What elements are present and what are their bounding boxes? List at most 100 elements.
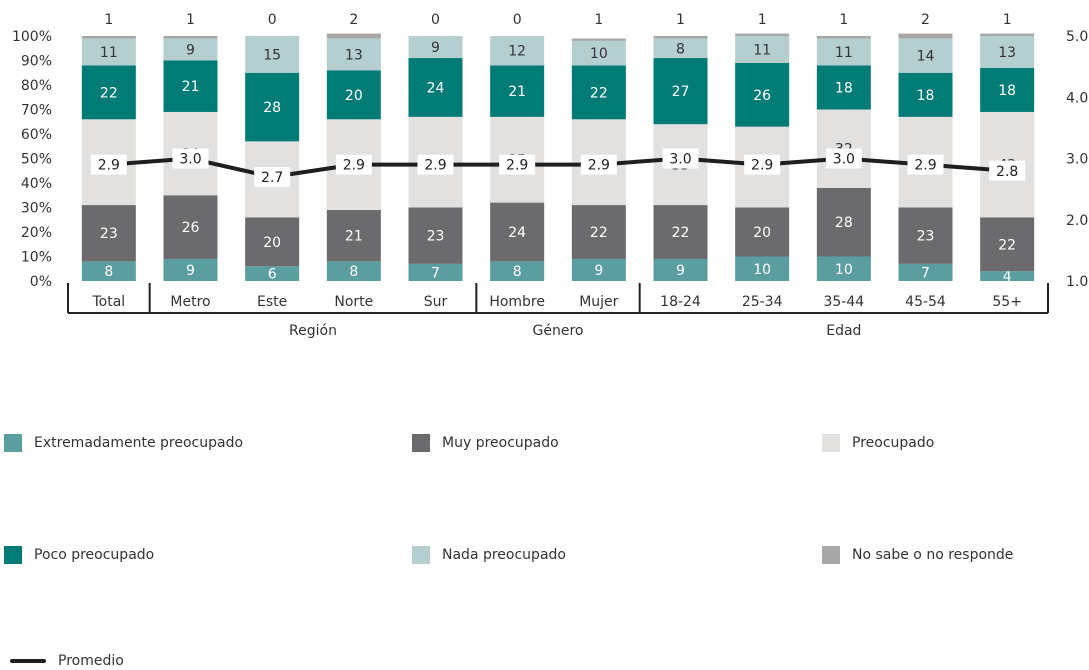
bar-segment: [163, 36, 218, 39]
bar-segment: [653, 58, 708, 125]
bar-segment: [571, 40, 626, 66]
average-label: 2.9: [751, 158, 773, 174]
bar-segment-label: 22: [998, 237, 1016, 253]
average-label: 2.9: [98, 158, 120, 174]
bar-segment: [163, 60, 218, 112]
bar-segment-label: 1: [186, 12, 195, 28]
y-left-tick-label: 20%: [21, 225, 52, 241]
bar-segment: [81, 261, 136, 281]
bar-segment-label: 24: [508, 225, 526, 241]
bar-segment: [81, 205, 136, 262]
bar-segment-label: 2: [921, 12, 930, 28]
y-right-tick-label: 5.0: [1066, 29, 1088, 45]
legend-label: Muy preocupado: [442, 435, 559, 451]
average-label-box: [662, 148, 699, 169]
bar-segment: [735, 207, 790, 257]
average-label: 2.9: [343, 158, 365, 174]
bar-segment-label: 1: [104, 12, 113, 28]
bar-segment-label: 26: [753, 88, 771, 104]
bar-segment-label: 26: [182, 220, 200, 236]
bar-segment-label: 18: [998, 83, 1016, 99]
bar-segment: [408, 207, 463, 264]
average-label: 2.9: [506, 158, 528, 174]
bar-segment-label: 21: [508, 84, 526, 100]
average-label-box: [907, 154, 944, 175]
average-label-box: [744, 154, 781, 175]
bar-segment-label: 4: [1003, 269, 1012, 285]
bar-segment-label: 1: [758, 12, 767, 28]
bar-segment-label: 0: [513, 12, 522, 28]
bar-segment: [408, 58, 463, 117]
legend-swatch: [822, 434, 840, 452]
bar-segment-label: 23: [917, 229, 935, 245]
bar-segment-label: 1: [594, 12, 603, 28]
category-label: 18-24: [660, 294, 701, 310]
bar-segment-label: 8: [104, 264, 113, 280]
bar-segment-label: 6: [268, 267, 277, 283]
y-right-tick-label: 3.0: [1066, 152, 1088, 168]
category-label: 55+: [992, 294, 1022, 310]
bar-segment: [81, 36, 136, 39]
average-label-box: [254, 166, 291, 187]
bar-segment-label: 1: [1003, 12, 1012, 28]
average-label-box: [335, 154, 372, 175]
bar-segment-label: 13: [998, 45, 1016, 61]
bar-segment-label: 15: [263, 47, 281, 63]
legend-swatch: [822, 546, 840, 564]
bar-segment-label: 0: [431, 12, 440, 28]
legend-swatch: [4, 546, 22, 564]
average-label-box: [580, 154, 617, 175]
bar-segment-label: 14: [917, 49, 935, 65]
bar-segment-label: 11: [835, 45, 853, 61]
bar-segment: [245, 36, 300, 73]
bar-segment-label: 8: [676, 41, 685, 57]
bar-segment: [980, 36, 1035, 68]
average-label: 2.7: [261, 170, 283, 186]
bar-segment-label: 24: [427, 80, 445, 96]
bar-segment-label: 22: [590, 225, 608, 241]
bar-segment-label: 20: [263, 235, 281, 251]
bar-segment: [735, 36, 790, 63]
bar-segment: [816, 187, 871, 257]
average-label: 3.0: [179, 152, 201, 168]
bar-segment-label: 18: [835, 80, 853, 96]
bar-segment: [898, 33, 953, 39]
legend-label: Preocupado: [852, 435, 935, 451]
y-left-tick-label: 40%: [21, 176, 52, 192]
bar-segment: [408, 36, 463, 59]
bar-segment-label: 11: [100, 45, 118, 61]
bar-segment: [980, 67, 1035, 112]
category-label: Metro: [170, 294, 210, 310]
bar-segment: [735, 256, 790, 281]
group-label: Género: [533, 323, 584, 339]
bar-segment: [245, 266, 300, 281]
average-label-box: [90, 154, 127, 175]
bar-segment-label: 18: [917, 88, 935, 104]
bar-segment-label: 21: [345, 229, 363, 245]
bar-segment-label: 27: [672, 84, 690, 100]
legend-item-average: Promedio: [10, 653, 124, 669]
bar-segment: [816, 256, 871, 281]
legend-swatch: [412, 434, 430, 452]
legend-label: Nada preocupado: [442, 547, 566, 563]
bar-segment-label: 12: [508, 44, 526, 60]
bar-segment-label: 10: [590, 46, 608, 62]
bar-segment-label: 9: [431, 40, 440, 56]
y-left-tick-label: 50%: [21, 152, 52, 168]
group-label: Edad: [826, 323, 861, 339]
bar-segment: [571, 38, 626, 41]
bar-segment: [571, 258, 626, 281]
bar-segment-label: 9: [186, 263, 195, 279]
bar-segment: [653, 38, 708, 59]
bar-segment-label: 9: [594, 263, 603, 279]
category-label: Norte: [334, 294, 373, 310]
bar-segment: [326, 38, 381, 71]
bar-segment-label: 7: [431, 265, 440, 281]
legend-item: Nada preocupado: [412, 546, 566, 564]
bar-segment: [571, 65, 626, 120]
average-label: 2.8: [996, 164, 1018, 180]
category-label: Sur: [424, 294, 448, 310]
bar-segment-label: 8: [513, 264, 522, 280]
bar-segment: [980, 217, 1035, 272]
legend-label: Extremadamente preocupado: [34, 435, 244, 451]
